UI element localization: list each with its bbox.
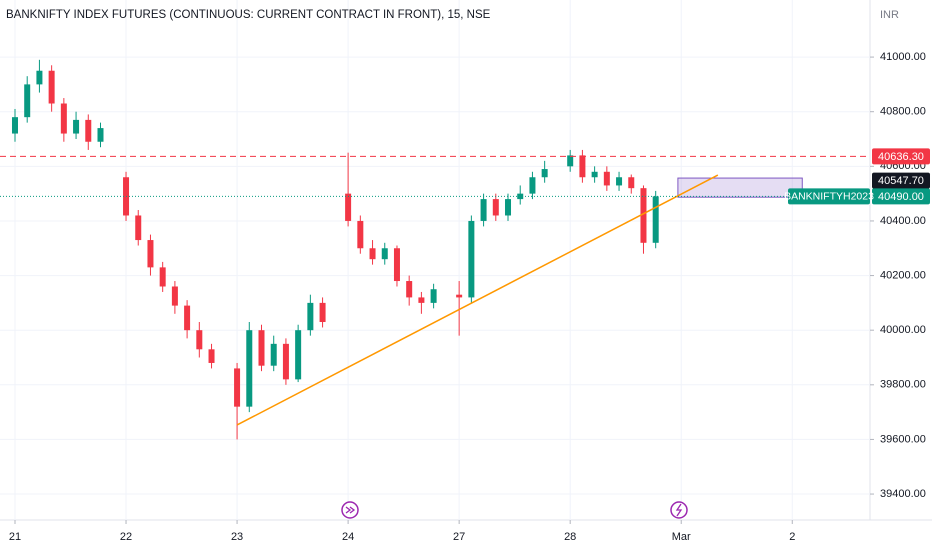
range-box xyxy=(677,177,803,198)
y-tick-label: 41000.00 xyxy=(880,51,926,63)
y-tick-label: 40000.00 xyxy=(880,324,926,336)
y-tick-label: 40200.00 xyxy=(880,269,926,281)
candle-body xyxy=(60,103,67,134)
candle-body xyxy=(11,117,18,134)
price-label-bg xyxy=(872,172,930,189)
y-tick-label: 39600.00 xyxy=(880,433,926,445)
candle-body xyxy=(640,188,647,243)
candle-body xyxy=(282,343,289,380)
candle-body xyxy=(616,177,623,186)
x-tick-label: 21 xyxy=(9,531,21,543)
candle-body xyxy=(603,171,610,186)
candle-body xyxy=(36,70,43,85)
candle-body xyxy=(357,220,364,249)
candle-body xyxy=(505,199,512,216)
y-tick-label: 40800.00 xyxy=(880,106,926,118)
candle-body xyxy=(369,248,376,260)
candle-body xyxy=(24,84,31,118)
price-label-bg xyxy=(872,188,930,205)
trend-line xyxy=(236,174,719,426)
x-tick-label: 2 xyxy=(789,531,795,543)
candle-body xyxy=(579,155,586,178)
y-tick-label: 39800.00 xyxy=(880,379,926,391)
symbol-label: BANKNIFTYH2023 xyxy=(784,191,874,203)
symbol-label-bg xyxy=(788,188,870,205)
candle-body xyxy=(48,70,55,104)
candle-body xyxy=(345,193,352,221)
candle-body xyxy=(246,330,253,407)
x-tick-label: 22 xyxy=(120,531,132,543)
x-tick-label: 24 xyxy=(342,531,354,543)
candle-body xyxy=(171,286,178,306)
x-tick-label: Mar xyxy=(672,531,691,543)
event-icon[interactable] xyxy=(341,501,359,519)
candle-body xyxy=(196,330,203,350)
candle-body xyxy=(393,248,400,282)
candle-body xyxy=(591,171,598,178)
chart-title: BANKNIFTY INDEX FUTURES (CONTINUOUS: CUR… xyxy=(6,9,491,21)
candle-body xyxy=(468,220,475,298)
candle-body xyxy=(270,343,277,366)
price-label: 40490.00 xyxy=(878,191,924,203)
candle-body xyxy=(628,177,635,189)
x-tick-label: 23 xyxy=(231,531,243,543)
candle-body xyxy=(381,248,388,260)
candle-body xyxy=(541,169,548,178)
candle-body xyxy=(456,294,463,298)
candle-body xyxy=(307,302,314,331)
price-label: 40547.70 xyxy=(878,175,924,187)
y-tick-label: 39400.00 xyxy=(880,488,926,500)
price-label-bg xyxy=(872,148,930,165)
candle-body xyxy=(234,368,241,407)
event-icon[interactable] xyxy=(670,501,688,519)
candle-body xyxy=(418,297,425,303)
candle-body xyxy=(73,119,80,134)
candle-body xyxy=(135,215,142,241)
candle-body xyxy=(295,330,302,380)
candle-body xyxy=(184,305,191,331)
currency: INR xyxy=(880,9,899,21)
candle-body xyxy=(85,119,92,142)
candle-body xyxy=(529,177,536,194)
candle-body xyxy=(406,281,413,298)
candle-body xyxy=(208,349,215,363)
candle-body xyxy=(258,330,265,366)
candle-body xyxy=(492,199,499,216)
candle-body xyxy=(652,196,659,243)
candle-body xyxy=(430,289,437,303)
x-tick-label: 27 xyxy=(453,531,465,543)
y-tick-label: 40400.00 xyxy=(880,215,926,227)
candle-body xyxy=(159,267,166,287)
price-label: 40636.30 xyxy=(878,151,924,163)
candle-body xyxy=(480,199,487,221)
x-tick-label: 28 xyxy=(564,531,576,543)
candle-body xyxy=(97,128,104,142)
candle-body xyxy=(319,302,326,322)
candle-body xyxy=(517,193,524,200)
candle-body xyxy=(147,240,154,268)
candle-body xyxy=(567,155,574,167)
